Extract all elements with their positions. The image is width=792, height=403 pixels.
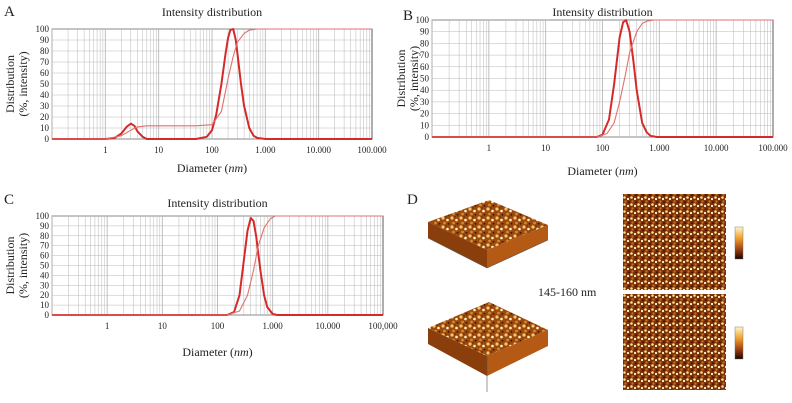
x-axis-label: Diameter (nm) — [177, 161, 247, 175]
y-tick-label: 90 — [420, 27, 430, 37]
y-tick-label: 40 — [40, 270, 50, 280]
distribution-curve — [52, 28, 372, 140]
y-tick-label: 40 — [420, 85, 430, 95]
y-tick-label: 100 — [36, 24, 50, 34]
y-tick-label: 60 — [420, 62, 430, 72]
x-tick-label: 1 — [105, 321, 110, 331]
y-tick-label: 100 — [416, 15, 430, 25]
y-tick-label: 30 — [40, 280, 50, 290]
y-axis-label: Distribution(%, intensity) — [3, 51, 30, 116]
y-tick-label: 30 — [40, 101, 50, 111]
afm-size-label: 145-160 nm — [538, 285, 597, 299]
afm-3d-bottom — [428, 302, 548, 392]
x-tick-label: 10.000 — [306, 145, 331, 155]
y-tick-label: 40 — [40, 90, 50, 100]
cumulative-curve — [52, 28, 372, 140]
y-tick-label: 10 — [40, 123, 50, 133]
y-tick-label: 80 — [40, 231, 50, 241]
y-tick-label: 60 — [40, 251, 50, 261]
y-tick-label: 10 — [420, 120, 430, 130]
y-tick-label: 50 — [40, 79, 50, 89]
panel-letter-b: B — [403, 8, 413, 24]
x-tick-label: 100.000 — [357, 145, 387, 155]
y-tick-label: 30 — [420, 97, 430, 107]
y-tick-label: 20 — [40, 290, 50, 300]
x-tick-label: 100 — [211, 321, 225, 331]
x-axis-label: Diameter (nm) — [567, 164, 637, 178]
panel-letter-d: D — [407, 192, 418, 208]
y-tick-label: 70 — [420, 50, 430, 60]
y-tick-label: 70 — [40, 241, 50, 251]
y-axis-label: Distribution(%, intensity) — [394, 46, 421, 111]
x-tick-label: 1 — [487, 143, 492, 153]
x-tick-label: 1 — [103, 145, 108, 155]
x-tick-label: 10 — [154, 145, 164, 155]
x-tick-label: 100 — [205, 145, 219, 155]
y-tick-label: 90 — [40, 35, 50, 45]
x-tick-label: 1.000 — [649, 143, 670, 153]
y-tick-label: 50 — [40, 261, 50, 271]
cumulative-curve — [52, 215, 383, 316]
panel-letter-a: A — [4, 4, 15, 20]
y-tick-label: 100 — [36, 211, 50, 221]
afm-3d-top — [427, 200, 549, 269]
y-tick-label: 20 — [40, 112, 50, 122]
y-tick-label: 0 — [45, 310, 50, 320]
y-tick-label: 70 — [40, 57, 50, 67]
distribution-curve — [432, 19, 773, 138]
x-tick-label: 1.000 — [255, 145, 276, 155]
y-tick-label: 0 — [425, 132, 430, 142]
x-tick-label: 10 — [541, 143, 551, 153]
y-tick-label: 80 — [420, 38, 430, 48]
x-tick-label: 100,000 — [368, 321, 398, 331]
x-tick-label: 1.000 — [263, 321, 284, 331]
chart-title: Intensity distribution — [552, 5, 652, 19]
x-tick-label: 10.000 — [315, 321, 340, 331]
x-tick-label: 100.000 — [758, 143, 788, 153]
x-tick-label: 100 — [596, 143, 610, 153]
chart-title: Intensity distribution — [167, 196, 267, 210]
panel-letter-c: C — [4, 192, 14, 208]
y-tick-label: 50 — [420, 74, 430, 84]
afm-2d-bottom — [623, 294, 744, 390]
y-axis-label: Distribution(%, intensity) — [3, 233, 30, 298]
cumulative-curve — [432, 19, 773, 138]
x-axis-label: Diameter (nm) — [182, 345, 252, 359]
y-tick-label: 0 — [45, 134, 50, 144]
y-tick-label: 80 — [40, 46, 50, 56]
chart-title: Intensity distribution — [162, 5, 262, 19]
x-tick-label: 10.000 — [704, 143, 729, 153]
y-tick-label: 60 — [40, 68, 50, 78]
y-tick-label: 10 — [40, 300, 50, 310]
x-tick-label: 10 — [158, 321, 168, 331]
distribution-curve — [52, 217, 383, 316]
y-tick-label: 90 — [40, 221, 50, 231]
y-tick-label: 20 — [420, 109, 430, 119]
afm-2d-top — [623, 194, 744, 290]
